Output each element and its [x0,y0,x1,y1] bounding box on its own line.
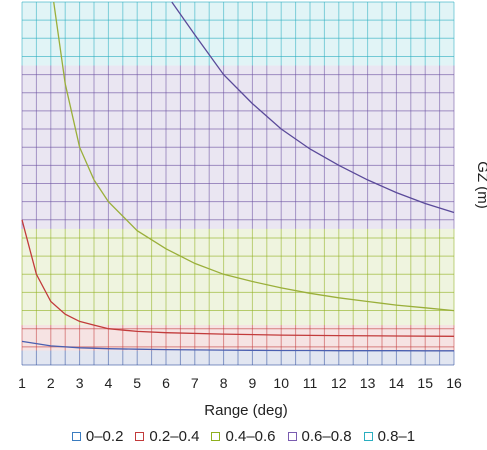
x-tick-label: 12 [331,375,347,391]
legend-label: 0.4–0.6 [225,427,276,445]
x-tick-label: 2 [47,375,55,391]
x-tick-label: 5 [133,375,141,391]
x-tick-label: 1 [18,375,26,391]
series-line-2 [21,219,455,337]
series-lines [21,1,455,352]
x-tick-label: 8 [220,375,228,391]
series-line-1 [21,340,454,352]
x-tick-label: 15 [417,375,433,391]
legend-swatch [71,431,81,441]
x-tick-label: 10 [273,375,289,391]
legend-swatch [287,431,297,441]
legend-item: 0.6–0.8 [287,427,352,445]
x-tick-label: 7 [191,375,199,391]
legend-item: 0.4–0.6 [211,427,276,445]
x-tick-label: 9 [249,375,257,391]
legend-label: 0–0.2 [85,427,124,445]
y-axis-title: GZ (m) [474,161,487,208]
x-tick-label: 14 [389,375,405,391]
legend-item: 0.2–0.4 [135,428,199,445]
legend-item: 0.8–1 [363,427,416,445]
legend-item: 0–0.2 [71,427,124,445]
grid-lines [21,1,455,366]
legend-label: 0.6–0.8 [301,427,352,445]
x-axis-title: Range (deg) [204,402,287,419]
x-tick-label: 3 [76,375,84,391]
x-tick-label: 6 [162,375,170,391]
legend: 0–0.2 0.2–0.4 0.4–0.6 0.6–0.8 0.8–1 [0,425,487,447]
legend-swatch [211,431,221,441]
x-tick-label: 16 [446,375,462,391]
legend-swatch [363,431,373,441]
x-tick-label: 13 [360,375,376,391]
x-tick-label: 11 [303,375,318,391]
series-line-3 [53,1,455,312]
legend-label: 0.8–1 [377,427,416,445]
series-line-4 [171,1,455,214]
x-tick-label: 4 [105,375,113,391]
x-tick-labels: 1 2 3 4 5 6 7 8 9 10 11 12 13 14 15 16 [18,375,462,391]
legend-swatch [135,431,145,441]
legend-label: 0.2–0.4 [149,427,200,445]
